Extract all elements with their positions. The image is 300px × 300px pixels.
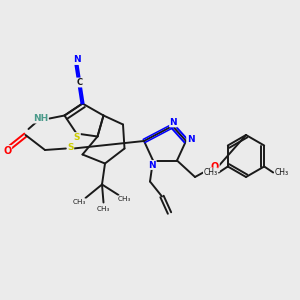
- Text: CH₃: CH₃: [203, 168, 218, 177]
- Text: CH₃: CH₃: [118, 196, 131, 202]
- Text: N: N: [148, 160, 156, 169]
- Text: CH₃: CH₃: [274, 168, 289, 177]
- Text: CH₃: CH₃: [97, 206, 110, 212]
- Text: S: S: [74, 133, 80, 142]
- Text: N: N: [187, 135, 194, 144]
- Text: CH₃: CH₃: [73, 199, 86, 205]
- Text: O: O: [211, 162, 219, 172]
- Text: C: C: [76, 78, 82, 87]
- Text: N: N: [73, 56, 80, 64]
- Text: S: S: [67, 142, 74, 152]
- Text: O: O: [3, 146, 12, 156]
- Text: N: N: [169, 118, 177, 127]
- Text: NH: NH: [33, 114, 48, 123]
